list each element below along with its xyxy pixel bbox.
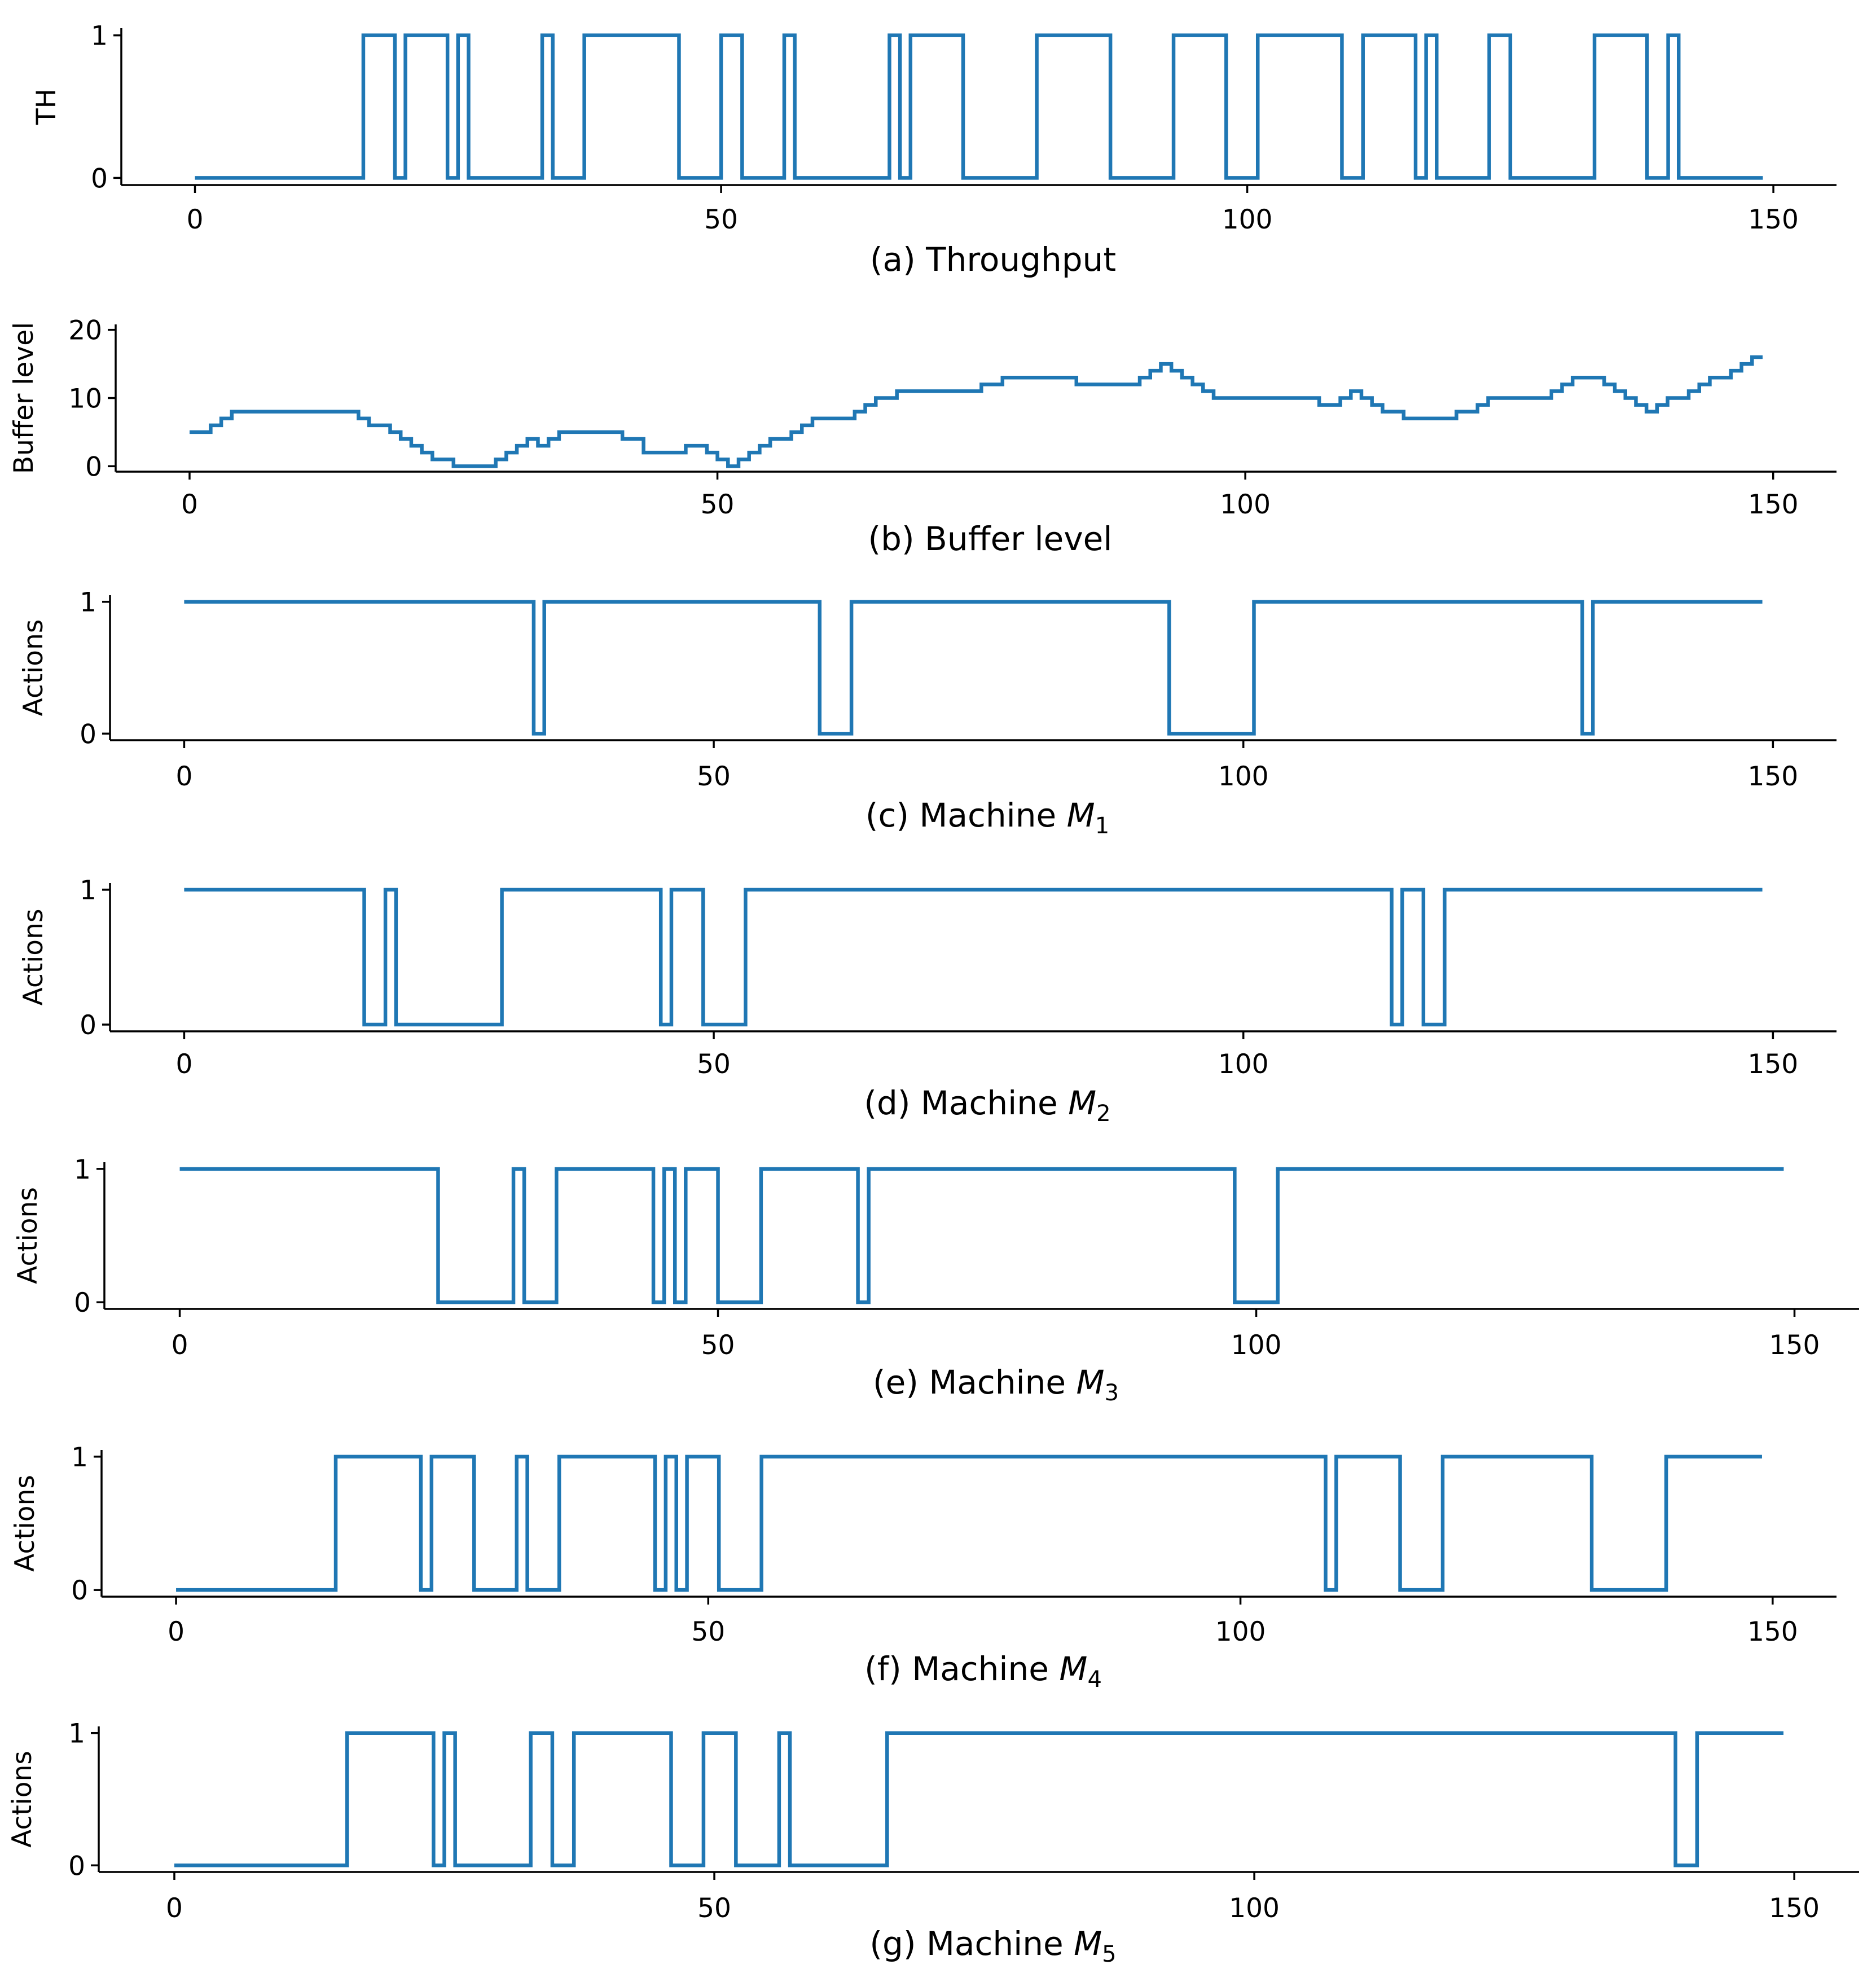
subplot-g: 0 50 100 150 0 1 Actions (g) Machine M5 xyxy=(7,1719,1859,1967)
x-tick-label: 150 xyxy=(1747,1616,1798,1647)
x-tick-label: 150 xyxy=(1748,1049,1799,1080)
x-tick-label: 100 xyxy=(1231,1330,1282,1361)
subplot-caption: (e) Machine M3 xyxy=(873,1363,1119,1406)
y-axis-label: Actions xyxy=(18,619,49,717)
y-axis-label: Actions xyxy=(7,1751,38,1848)
y-tick-label: 20 xyxy=(68,315,102,346)
series-line xyxy=(195,33,1763,180)
x-tick-label: 0 xyxy=(172,1330,188,1361)
y-axis-label: TH xyxy=(31,89,62,125)
x-tick-label: 50 xyxy=(704,204,738,235)
x-tick-label: 0 xyxy=(175,1049,192,1080)
y-tick-label: 0 xyxy=(85,451,102,482)
y-tick-label: 0 xyxy=(80,719,96,750)
y-tick-label: 1 xyxy=(91,21,108,52)
subplot-caption: (d) Machine M2 xyxy=(864,1084,1110,1127)
y-tick-label: 0 xyxy=(74,1287,91,1319)
subplot-a: 0 50 100 150 0 1 TH (a) Throughput xyxy=(31,21,1837,279)
x-tick-label: 150 xyxy=(1748,204,1799,235)
y-tick-label: 1 xyxy=(68,1719,85,1750)
y-tick-label: 10 xyxy=(68,384,102,415)
y-axis-label: Buffer level xyxy=(8,322,39,474)
x-tick-label: 100 xyxy=(1220,489,1271,520)
subplot-f: 0 50 100 150 0 1 Actions (f) Machine M4 xyxy=(10,1442,1837,1693)
y-tick-label: 0 xyxy=(71,1575,88,1606)
subplot-caption: (a) Throughput xyxy=(870,240,1116,279)
subplot-caption: (g) Machine M5 xyxy=(869,1924,1116,1967)
x-tick-label: 50 xyxy=(697,761,731,792)
x-tick-label: 150 xyxy=(1769,1893,1820,1924)
subplot-b: 0 50 100 150 0 10 20 Buffer level (b) Buffer lev… xyxy=(8,315,1837,558)
x-tick-label: 50 xyxy=(697,1893,731,1924)
subplot-d: 0 50 100 150 0 1 Actions (d) Machine M2 xyxy=(18,875,1837,1127)
x-tick-label: 50 xyxy=(691,1616,725,1647)
y-tick-label: 1 xyxy=(80,587,96,618)
x-tick-label: 100 xyxy=(1215,1616,1266,1647)
subplot-c: 0 50 100 150 0 1 Actions (c) Machine M1 xyxy=(18,587,1837,839)
x-tick-label: 100 xyxy=(1218,1049,1269,1080)
x-tick-label: 150 xyxy=(1748,761,1799,792)
y-tick-label: 1 xyxy=(71,1442,88,1473)
series-line xyxy=(189,355,1763,468)
y-axis-label: Actions xyxy=(18,909,49,1006)
x-tick-label: 150 xyxy=(1748,489,1799,520)
subplot-caption: (f) Machine M4 xyxy=(864,1650,1102,1693)
x-tick-label: 0 xyxy=(166,1893,183,1924)
x-tick-label: 150 xyxy=(1769,1330,1820,1361)
y-tick-label: 1 xyxy=(74,1154,91,1185)
series-line xyxy=(174,1731,1784,1867)
x-tick-label: 0 xyxy=(175,761,192,792)
y-tick-label: 0 xyxy=(68,1851,85,1882)
series-line xyxy=(184,600,1763,736)
y-tick-label: 0 xyxy=(80,1010,96,1041)
series-line xyxy=(179,1167,1784,1304)
y-tick-label: 0 xyxy=(91,163,108,194)
y-axis-label: Actions xyxy=(10,1475,41,1572)
y-axis-label: Actions xyxy=(12,1187,43,1284)
x-tick-label: 50 xyxy=(697,1049,731,1080)
series-line xyxy=(184,887,1763,1027)
x-tick-label: 100 xyxy=(1222,204,1273,235)
subplot-caption: (c) Machine M1 xyxy=(865,796,1109,839)
x-tick-label: 0 xyxy=(187,204,204,235)
y-tick-label: 1 xyxy=(80,875,96,906)
x-tick-label: 0 xyxy=(181,489,198,520)
x-tick-label: 50 xyxy=(701,1330,735,1361)
x-tick-label: 50 xyxy=(701,489,735,520)
x-tick-label: 100 xyxy=(1218,761,1269,792)
subplot-caption: (b) Buffer level xyxy=(868,520,1113,558)
subplot-e: 0 50 100 150 0 1 Actions (e) Machine M3 xyxy=(12,1154,1859,1406)
x-tick-label: 100 xyxy=(1229,1893,1280,1924)
series-line xyxy=(176,1454,1762,1592)
x-tick-label: 0 xyxy=(168,1616,184,1647)
